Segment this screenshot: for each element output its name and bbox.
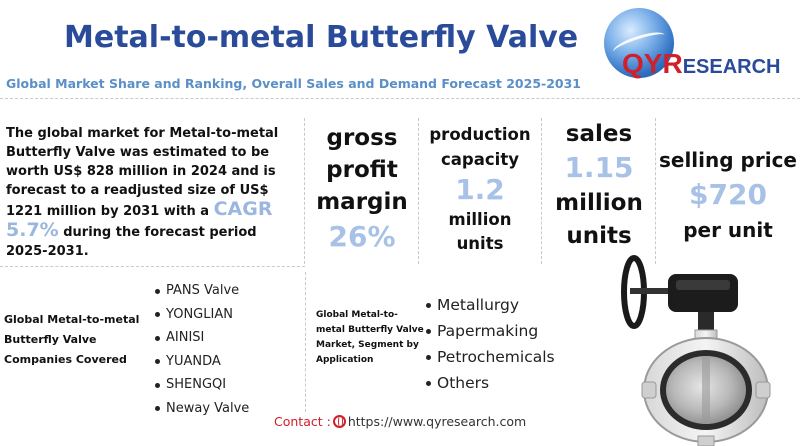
globe-logo-icon (604, 8, 674, 78)
list-item: PANS Valve (153, 279, 249, 303)
applications-list: Metallurgy Papermaking Petrochemicals Ot… (424, 292, 555, 396)
kpi-production-capacity: production capacity 1.2 million units (420, 122, 540, 256)
list-item: Metallurgy (424, 292, 555, 318)
selling-price-value: $720 (689, 178, 767, 211)
list-item: Others (424, 370, 555, 396)
kpi-selling-price: selling price $720 per unit (656, 144, 800, 246)
gross-margin-value: 26% (328, 220, 396, 253)
butterfly-valve-image (621, 255, 771, 446)
companies-list: PANS Valve YONGLIAN AINISI YUANDA SHENGQ… (153, 279, 249, 420)
divider (655, 118, 656, 264)
contact-line: Contact : https://www.qyresearch.com (274, 414, 526, 429)
section-divider (0, 266, 305, 267)
production-capacity-value: 1.2 (455, 173, 505, 206)
list-item: Petrochemicals (424, 344, 555, 370)
kpi-sales: sales 1.15 million units (543, 118, 655, 252)
page-title: Metal-to-metal Butterfly Valve (64, 20, 579, 55)
logo-wordmark: QYRESEARCH (622, 48, 781, 79)
contact-label: Contact : (274, 414, 331, 429)
globe-icon (332, 415, 346, 428)
companies-title: Global Metal-to-metal Butterfly Valve Co… (4, 313, 140, 366)
list-item: SHENGQI (153, 373, 249, 397)
qyresearch-logo[interactable]: QYRESEARCH (600, 8, 792, 88)
intro-text-end: during the forecast period 2025-2031. (6, 225, 257, 259)
divider (418, 118, 419, 264)
contact-url-link[interactable]: https://www.qyresearch.com (347, 414, 527, 429)
divider (304, 118, 305, 264)
divider (305, 272, 306, 412)
list-item: Papermaking (424, 318, 555, 344)
list-item: YUANDA (153, 350, 249, 374)
header-divider (0, 98, 800, 99)
intro-text: The global market for Metal-to-metal But… (6, 126, 279, 219)
page-subtitle: Global Market Share and Ranking, Overall… (6, 76, 581, 91)
market-intro: The global market for Metal-to-metal But… (6, 124, 298, 261)
list-item: YONGLIAN (153, 303, 249, 327)
kpi-gross-margin: gross profit margin 26% (306, 122, 418, 256)
list-item: AINISI (153, 326, 249, 350)
segment-title: Global Metal-to-metal Butterfly Valve Ma… (316, 310, 424, 365)
divider (541, 118, 542, 264)
list-item: Neway Valve (153, 397, 249, 421)
cagr-value: CAGR 5.7% (6, 198, 273, 241)
sales-value: 1.15 (564, 151, 634, 184)
